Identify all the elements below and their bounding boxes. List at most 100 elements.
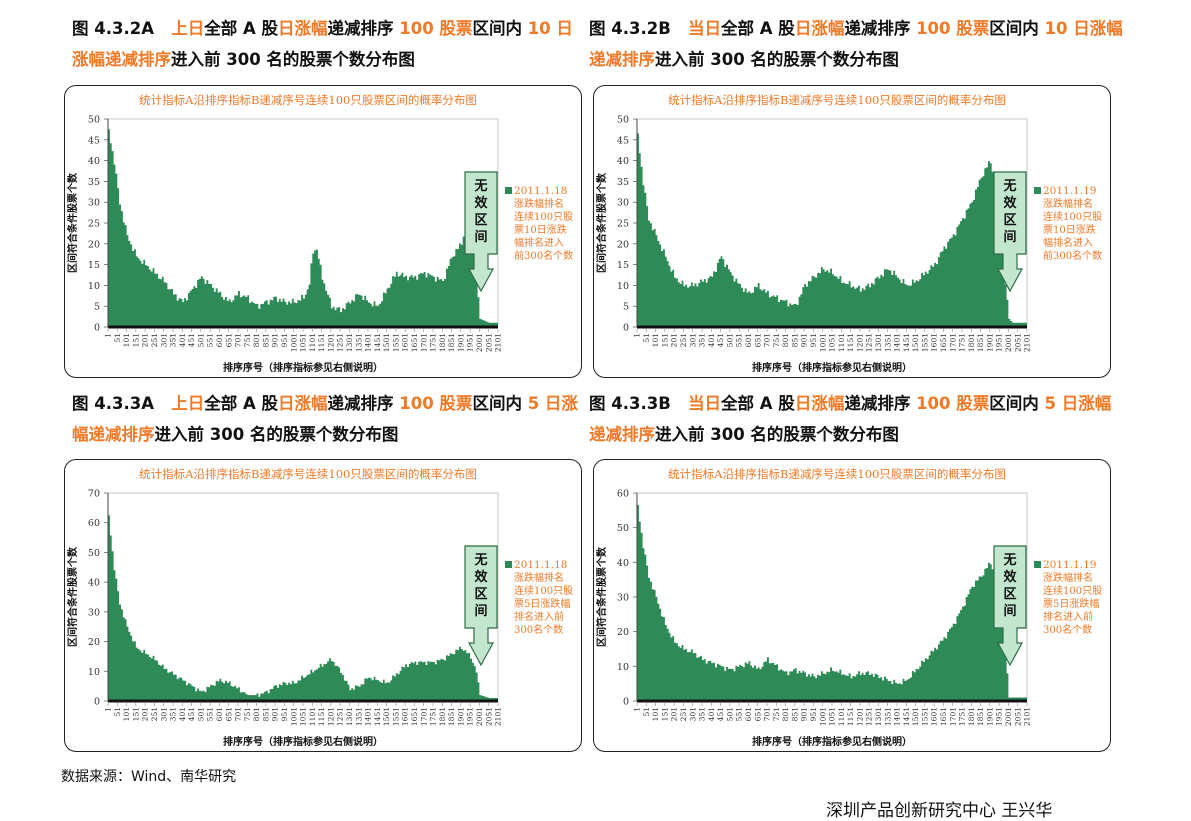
x-tick-label: 1551 xyxy=(392,707,401,726)
x-tick-label: 901 xyxy=(271,333,280,347)
x-tick-label: 201 xyxy=(670,333,679,347)
x-tick-label: 251 xyxy=(679,707,688,721)
x-tick-label: 1701 xyxy=(419,333,428,352)
x-tick-label: 101 xyxy=(122,707,131,721)
caption-text: 区间内 xyxy=(472,19,528,38)
x-tick-label: 1801 xyxy=(438,333,447,352)
legend-line: 幅排名进入 xyxy=(514,236,564,249)
x-tick-label: 451 xyxy=(187,707,196,721)
y-tick-label: 10 xyxy=(617,662,629,673)
legend-line: 排名进入前 xyxy=(1043,610,1093,623)
x-tick-label: 501 xyxy=(197,707,206,721)
y-tick-label: 15 xyxy=(88,260,100,271)
x-tick-label: 1551 xyxy=(921,333,930,352)
x-tick-label: 701 xyxy=(763,707,772,721)
x-tick-label: 1251 xyxy=(865,707,874,726)
x-tick-label: 1151 xyxy=(846,333,855,352)
x-tick-label: 1651 xyxy=(939,707,948,726)
x-tick-label: 1401 xyxy=(364,707,373,726)
x-tick-label: 1751 xyxy=(958,707,967,726)
x-tick-label: 1201 xyxy=(856,707,865,726)
x-tick-label: 601 xyxy=(215,707,224,721)
legend-swatch xyxy=(1034,187,1041,194)
chart-title: 统计指标A沿排序指标B递减序号连续100只股票区间的概率分布图 xyxy=(668,93,1006,107)
x-tick-label: 1051 xyxy=(828,333,837,352)
x-tick-label: 301 xyxy=(159,333,168,347)
x-tick-label: 1951 xyxy=(466,707,475,726)
x-tick-label: 701 xyxy=(763,333,772,347)
chart-panel-4-3-3b: 统计指标A沿排序指标B递减序号连续100只股票区间的概率分布图 0 10 20 30 40… xyxy=(593,459,1111,752)
x-tick-label: 1501 xyxy=(382,707,391,726)
invalid-zone-char: 效 xyxy=(474,195,488,211)
invalid-zone-arrow xyxy=(993,545,1027,667)
caption-text: 进入前 300 名的股票个数分布图 xyxy=(655,50,899,69)
x-tick-label: 401 xyxy=(178,707,187,721)
x-tick-label: 1901 xyxy=(457,333,466,352)
x-tick-label: 251 xyxy=(150,333,159,347)
x-tick-label: 1451 xyxy=(373,707,382,726)
x-tick-label: 1351 xyxy=(354,707,363,726)
footer-author: 深圳产品创新研究中心 王兴华 xyxy=(826,801,1053,821)
x-tick-label: 101 xyxy=(651,333,660,347)
x-tick-label: 551 xyxy=(735,707,744,721)
x-tick-label: 1901 xyxy=(986,707,995,726)
x-tick-label: 351 xyxy=(698,333,707,347)
caption-prefix: 图 4.3.3B xyxy=(589,394,671,413)
y-tick-label: 5 xyxy=(94,302,100,313)
y-tick-label: 0 xyxy=(94,323,100,334)
legend-line: 连续100只股 xyxy=(514,210,573,223)
caption-text: 递减排序 xyxy=(844,19,917,38)
y-tick-label: 30 xyxy=(617,198,629,209)
x-tick-label: 801 xyxy=(781,707,790,721)
invalid-zone-char: 区 xyxy=(1003,587,1016,602)
x-tick-label: 1751 xyxy=(429,707,438,726)
caption-4-3-3b: 图 4.3.3B 当日全部 A 股日涨幅递减排序 100 股票区间内 5 日涨幅… xyxy=(589,388,1124,450)
x-tick-label: 901 xyxy=(800,707,809,721)
y-tick-label: 45 xyxy=(617,135,629,146)
x-tick-label: 1001 xyxy=(289,333,298,352)
legend-line: 连续100只股 xyxy=(1043,584,1102,597)
x-tick-label: 601 xyxy=(744,333,753,347)
x-tick-label: 1151 xyxy=(317,333,326,352)
x-tick-label: 1101 xyxy=(308,707,317,726)
x-tick-label: 1051 xyxy=(299,333,308,352)
x-tick-label: 1401 xyxy=(364,333,373,352)
x-tick-label: 2001 xyxy=(1004,333,1013,352)
x-tick-label: 51 xyxy=(113,707,122,717)
caption-highlight: 上日 xyxy=(171,19,205,38)
invalid-zone-char: 区 xyxy=(474,587,487,602)
invalid-zone-char: 无 xyxy=(473,179,487,194)
caption-highlight: 100 股票 xyxy=(399,19,473,38)
x-tick-label: 601 xyxy=(215,333,224,347)
x-tick-label: 1151 xyxy=(317,707,326,726)
x-tick-label: 1 xyxy=(633,333,642,338)
legend-date: 2011.1.19 xyxy=(1043,559,1096,571)
caption-highlight: 5 日涨幅递减排序 xyxy=(589,394,1112,444)
invalid-zone-char: 区 xyxy=(474,213,487,228)
caption-text: 进入前 300 名的股票个数分布图 xyxy=(655,425,899,444)
x-tick-label: 1201 xyxy=(327,707,336,726)
x-tick-label: 2101 xyxy=(1023,333,1032,352)
x-tick-label: 201 xyxy=(141,707,150,721)
y-tick-label: 60 xyxy=(617,489,629,500)
legend-line: 连续100只股 xyxy=(1043,210,1102,223)
x-tick-label: 551 xyxy=(206,707,215,721)
y-tick-label: 5 xyxy=(623,302,629,313)
x-tick-label: 801 xyxy=(781,333,790,347)
x-tick-label: 201 xyxy=(141,333,150,347)
y-tick-label: 35 xyxy=(88,177,100,188)
x-tick-label: 1001 xyxy=(818,333,827,352)
x-tick-label: 1101 xyxy=(837,707,846,726)
x-tick-label: 851 xyxy=(262,333,271,347)
chart-panel-4-3-2b: 统计指标A沿排序指标B递减序号连续100只股票区间的概率分布图 0 5 10 15 20 2… xyxy=(593,85,1111,378)
x-tick-label: 401 xyxy=(178,333,187,347)
legend-swatch xyxy=(1034,561,1041,568)
x-tick-label: 901 xyxy=(800,333,809,347)
x-tick-label: 951 xyxy=(809,333,818,347)
data-source-note: 数据来源：Wind、南华研究 xyxy=(61,769,237,785)
x-tick-label: 601 xyxy=(744,707,753,721)
x-tick-label: 451 xyxy=(187,333,196,347)
x-tick-label: 451 xyxy=(716,707,725,721)
chart-title: 统计指标A沿排序指标B递减序号连续100只股票区间的概率分布图 xyxy=(139,467,477,481)
x-tick-label: 701 xyxy=(234,333,243,347)
